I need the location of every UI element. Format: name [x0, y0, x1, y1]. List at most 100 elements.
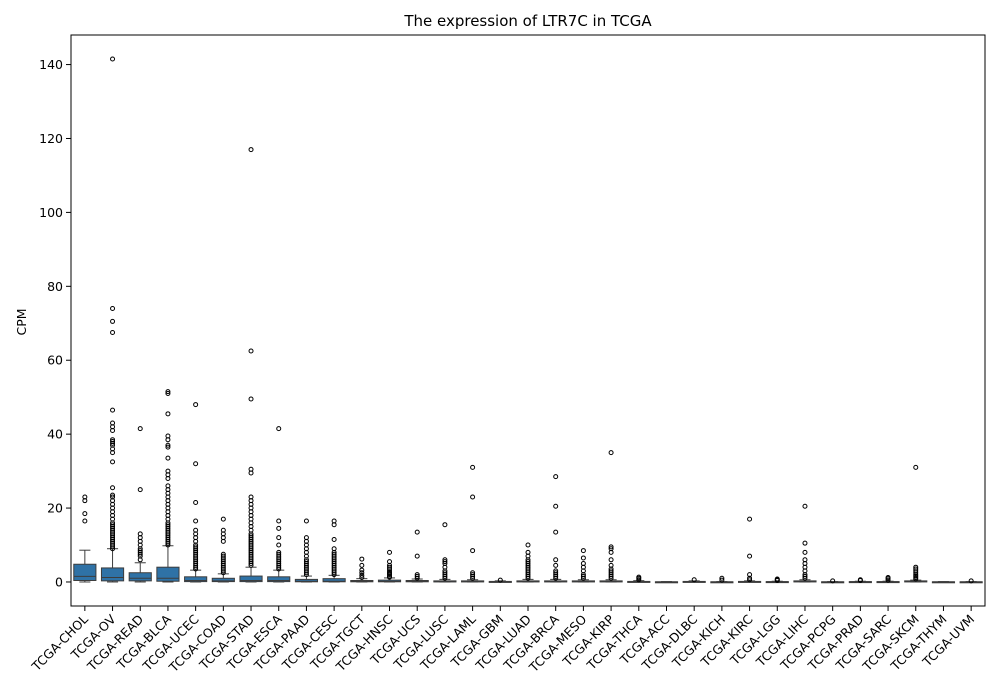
outlier-point — [387, 549, 393, 555]
outlier-point — [359, 562, 365, 568]
box-tcga-ov — [100, 56, 125, 583]
y-axis-label: CPM — [14, 308, 29, 335]
outlier-point — [747, 553, 753, 559]
outlier-point — [608, 557, 614, 563]
outlier-point — [82, 494, 88, 500]
outlier-point — [830, 578, 836, 584]
outlier-point — [137, 487, 143, 493]
outlier-point — [248, 533, 254, 539]
outlier-point — [331, 518, 337, 524]
outlier-point — [276, 518, 282, 524]
outlier-point — [110, 437, 116, 443]
outlier-point — [387, 564, 393, 570]
outlier-point — [276, 551, 282, 557]
outlier-point — [82, 518, 88, 524]
outlier-point — [719, 577, 725, 583]
outlier-point — [470, 572, 476, 578]
box-tcga-prad — [848, 577, 872, 584]
outlier-point — [913, 464, 919, 470]
box-tcga-coad — [211, 516, 235, 583]
box-tcga-read — [128, 426, 152, 583]
outlier-point — [913, 566, 919, 572]
box-tcga-sarc — [876, 575, 900, 584]
outlier-point — [193, 518, 199, 524]
outlier-point — [303, 518, 309, 524]
box-tcga-thym — [931, 581, 956, 584]
outlier-point — [525, 542, 531, 548]
outlier-point — [608, 546, 614, 552]
outlier-point — [553, 562, 559, 568]
box-tcga-pcpg — [821, 578, 845, 584]
outlier-point — [470, 494, 476, 500]
box-iqr — [184, 576, 208, 583]
outlier-point — [442, 570, 448, 576]
outlier-point — [193, 402, 199, 408]
outlier-point — [442, 557, 448, 563]
outlier-point — [608, 450, 614, 456]
outlier-point — [580, 548, 586, 554]
outlier-point — [165, 442, 171, 448]
outlier-point — [110, 56, 116, 62]
outlier-point — [137, 426, 143, 432]
outlier-point — [110, 494, 116, 500]
outlier-point — [110, 492, 116, 498]
outlier-point — [165, 444, 171, 450]
outlier-point — [165, 389, 171, 395]
outlier-point — [193, 527, 199, 533]
outlier-point — [553, 503, 559, 509]
box-iqr — [294, 578, 319, 583]
outlier-point — [580, 555, 586, 561]
y-tick-label: 0 — [55, 574, 63, 589]
outlier-point — [414, 572, 420, 578]
outlier-point — [303, 559, 309, 565]
outlier-point — [110, 407, 116, 413]
outlier-point — [470, 464, 476, 470]
plot-frame — [70, 34, 986, 607]
box-tcga-uvm — [959, 578, 983, 584]
box-tcga-lihc — [793, 503, 817, 583]
outlier-point — [248, 466, 254, 472]
outlier-point — [110, 420, 116, 426]
outlier-point — [359, 572, 365, 578]
outlier-point — [747, 516, 753, 522]
outlier-point — [110, 305, 116, 311]
box-tcga-esca — [267, 426, 291, 583]
outlier-point — [110, 522, 116, 528]
outlier-point — [193, 544, 199, 550]
outlier-point — [248, 348, 254, 354]
box-tcga-ucec — [184, 402, 208, 583]
chart-title: The expression of LTR7C in TCGA — [403, 12, 652, 30]
outlier-point — [387, 559, 393, 565]
outlier-point — [553, 474, 559, 480]
box-tcga-ucs — [405, 529, 429, 583]
outlier-point — [276, 549, 282, 555]
box-tcga-tgct — [350, 556, 374, 583]
outlier-point — [220, 527, 226, 533]
outlier-point — [691, 577, 697, 583]
outlier-point — [608, 562, 614, 568]
outlier-point — [165, 483, 171, 489]
box-tcga-thca — [627, 574, 651, 583]
box-iqr — [156, 566, 180, 582]
outlier-point — [276, 542, 282, 548]
outlier-point — [193, 461, 199, 467]
box-tcga-kirp — [599, 450, 623, 583]
plot-marks — [73, 56, 983, 584]
y-tick-label: 80 — [47, 279, 63, 294]
outlier-point — [110, 459, 116, 465]
outlier-point — [802, 557, 808, 563]
box-tcga-skcm — [904, 464, 928, 583]
y-tick-label: 120 — [39, 131, 63, 146]
outlier-point — [220, 553, 226, 559]
outlier-point — [165, 390, 171, 396]
outlier-point — [414, 573, 420, 579]
box-tcga-kirc — [737, 516, 762, 583]
outlier-point — [137, 548, 143, 554]
box-tcga-brca — [544, 474, 568, 583]
outlier-point — [165, 522, 171, 528]
outlier-point — [276, 426, 282, 432]
box-tcga-kich — [710, 575, 734, 584]
outlier-point — [110, 439, 116, 445]
outlier-point — [248, 147, 254, 153]
outlier-point — [359, 570, 365, 576]
